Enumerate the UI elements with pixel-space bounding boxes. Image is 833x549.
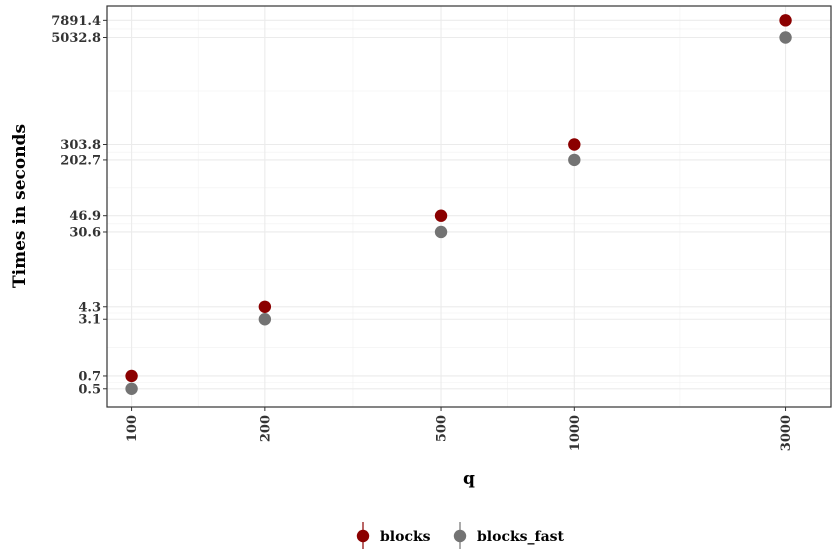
data-point-blocks-fast [779,31,792,44]
x-tick-label: 3000 [779,415,794,451]
x-tick-label: 1000 [568,415,583,451]
x-tick-label: 500 [435,415,450,442]
data-point-blocks-fast [434,225,448,239]
legend-label: blocks_fast [477,529,565,545]
y-axis-title: Times in seconds [10,124,30,288]
y-tick-label: 46.9 [69,209,101,224]
data-point-blocks-fast [258,313,272,326]
legend-label: blocks [380,529,431,545]
x-axis-ticks: 100 200 500 1000 3000 [125,407,794,451]
y-tick-label: 4.3 [78,300,101,315]
data-point-blocks-fast [568,153,581,167]
data-point-blocks [779,14,792,27]
legend-key-point [356,529,370,543]
legend: blocks blocks_fast [356,522,565,549]
y-tick-label: 0.7 [78,369,101,384]
y-tick-label: 0.5 [78,382,101,397]
data-point-blocks-fast [125,382,138,395]
x-tick-label: 200 [258,415,273,442]
y-tick-label: 3.1 [78,313,101,328]
data-point-blocks [125,369,138,383]
data-point-blocks [434,209,448,222]
x-axis-title: q [463,469,475,489]
data-point-blocks [568,138,581,151]
y-tick-label: 30.6 [69,225,101,240]
y-tick-label: 5032.8 [51,31,101,46]
x-tick-label: 100 [125,415,140,442]
y-tick-label: 202.7 [60,153,101,168]
plot-border [106,5,832,408]
y-tick-label: 7891.4 [51,14,101,29]
y-tick-label: 303.8 [60,138,101,153]
legend-key-point [453,529,467,543]
data-point-blocks [258,300,272,313]
grid-lines [107,6,831,407]
data-points [125,14,792,395]
